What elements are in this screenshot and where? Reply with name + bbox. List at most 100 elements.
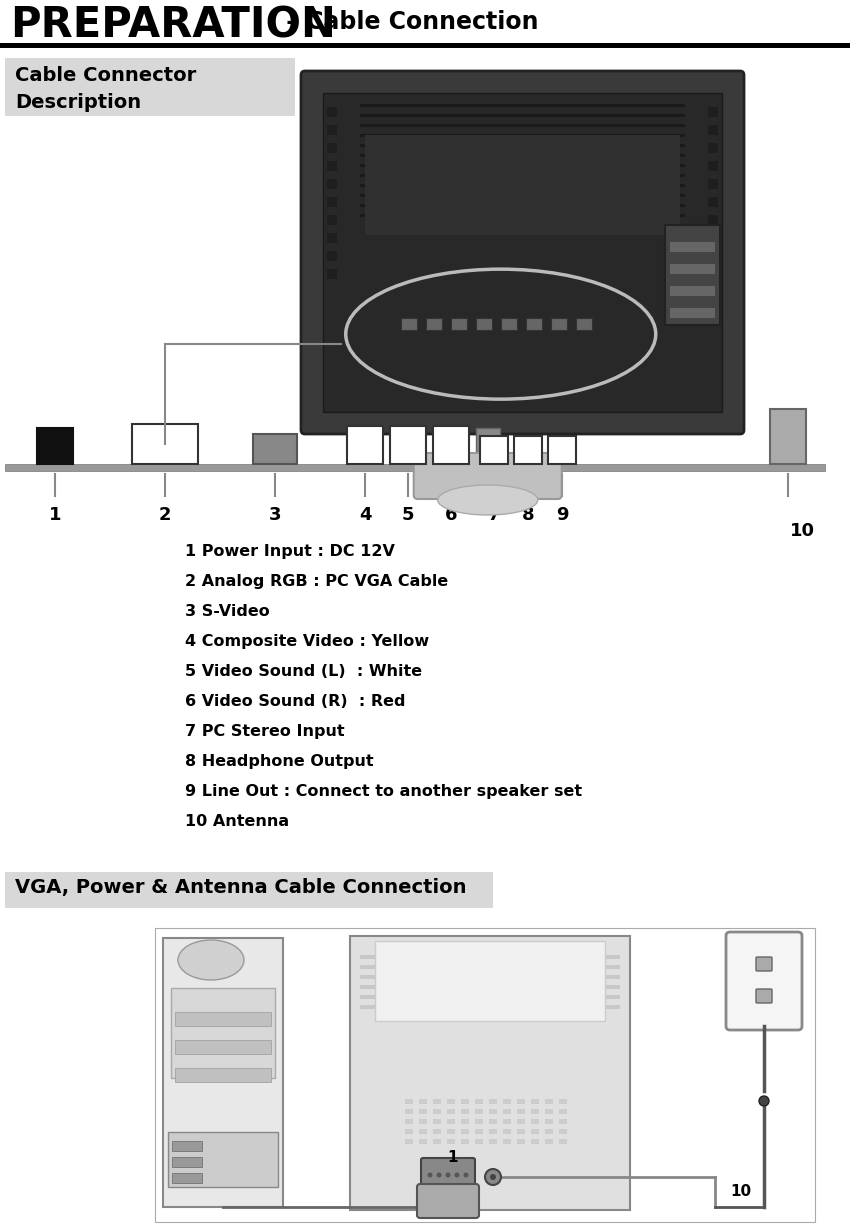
Bar xyxy=(503,1098,511,1105)
Bar xyxy=(551,319,567,330)
Bar xyxy=(360,954,620,959)
Circle shape xyxy=(759,1096,769,1106)
Bar xyxy=(548,435,576,464)
Bar xyxy=(531,1109,539,1114)
Bar xyxy=(503,1119,511,1124)
Bar xyxy=(360,1005,620,1009)
Bar xyxy=(708,215,718,225)
Bar xyxy=(433,1129,441,1134)
Text: 8 Headphone Output: 8 Headphone Output xyxy=(185,754,374,769)
Text: 1: 1 xyxy=(448,1150,458,1165)
Bar xyxy=(419,1109,427,1114)
Bar xyxy=(531,1129,539,1134)
Text: – Cable Connection: – Cable Connection xyxy=(278,10,539,34)
Bar xyxy=(770,410,806,464)
Bar xyxy=(175,1041,271,1054)
Bar xyxy=(323,93,722,412)
Bar xyxy=(476,428,500,458)
Bar xyxy=(327,269,337,279)
Bar xyxy=(475,1129,483,1134)
Text: 5 Video Sound (L)  : White: 5 Video Sound (L) : White xyxy=(185,664,422,679)
Bar xyxy=(545,1129,553,1134)
Bar xyxy=(168,1132,278,1187)
Text: 7: 7 xyxy=(488,506,501,524)
FancyBboxPatch shape xyxy=(414,453,562,499)
Text: 3: 3 xyxy=(269,506,281,524)
Text: VGA, Power & Antenna Cable Connection: VGA, Power & Antenna Cable Connection xyxy=(15,878,467,897)
Ellipse shape xyxy=(178,940,244,980)
Bar xyxy=(517,1139,525,1144)
Text: 9: 9 xyxy=(556,506,569,524)
Bar xyxy=(447,1098,455,1105)
Bar xyxy=(517,1119,525,1124)
Bar xyxy=(489,1129,497,1134)
Bar xyxy=(708,107,718,117)
Bar xyxy=(447,1129,455,1134)
Bar xyxy=(172,1141,202,1151)
Bar xyxy=(155,927,815,1221)
Bar xyxy=(670,242,715,252)
Bar xyxy=(501,319,517,330)
Bar xyxy=(360,214,685,216)
Text: 9 Line Out : Connect to another speaker set: 9 Line Out : Connect to another speaker … xyxy=(185,784,582,800)
Text: 10 Antenna: 10 Antenna xyxy=(185,814,289,829)
Bar xyxy=(559,1098,567,1105)
Bar xyxy=(327,107,337,117)
Bar xyxy=(360,154,685,157)
Text: 6 Video Sound (R)  : Red: 6 Video Sound (R) : Red xyxy=(185,694,405,708)
Bar xyxy=(475,1098,483,1105)
Text: 8: 8 xyxy=(522,506,535,524)
Bar xyxy=(327,215,337,225)
Bar xyxy=(489,1109,497,1114)
Bar xyxy=(419,1119,427,1124)
Bar xyxy=(405,1139,413,1144)
Bar xyxy=(175,1012,271,1026)
Bar xyxy=(171,988,275,1077)
Bar xyxy=(132,424,198,464)
Bar xyxy=(489,1139,497,1144)
Bar xyxy=(450,319,467,330)
Text: 10: 10 xyxy=(790,522,814,540)
Text: 4: 4 xyxy=(359,506,371,524)
Bar xyxy=(461,1109,469,1114)
Bar xyxy=(461,1139,469,1144)
Bar xyxy=(708,143,718,153)
Text: 6: 6 xyxy=(445,506,457,524)
Bar xyxy=(400,319,416,330)
Bar xyxy=(172,1173,202,1183)
FancyBboxPatch shape xyxy=(756,957,772,970)
Bar xyxy=(708,125,718,135)
Bar xyxy=(708,269,718,279)
Bar xyxy=(360,124,685,127)
Bar xyxy=(360,105,685,107)
Text: 2 Analog RGB : PC VGA Cable: 2 Analog RGB : PC VGA Cable xyxy=(185,574,448,589)
Bar xyxy=(575,319,592,330)
Text: 4 Composite Video : Yellow: 4 Composite Video : Yellow xyxy=(185,633,429,649)
Bar xyxy=(708,161,718,171)
Bar xyxy=(426,319,442,330)
Bar xyxy=(559,1119,567,1124)
Bar xyxy=(559,1109,567,1114)
Bar xyxy=(433,1109,441,1114)
Bar xyxy=(360,184,685,187)
Bar xyxy=(447,1139,455,1144)
Circle shape xyxy=(485,1168,501,1184)
Bar xyxy=(489,1098,497,1105)
Bar xyxy=(476,319,492,330)
Bar xyxy=(365,135,680,235)
Bar xyxy=(360,995,620,999)
Bar xyxy=(531,1098,539,1105)
Bar xyxy=(327,251,337,261)
Bar xyxy=(475,1119,483,1124)
Bar xyxy=(531,1119,539,1124)
Text: PREPARATION: PREPARATION xyxy=(10,5,336,47)
Ellipse shape xyxy=(438,485,538,515)
Bar xyxy=(489,1119,497,1124)
Bar xyxy=(433,1139,441,1144)
Bar xyxy=(433,1119,441,1124)
Bar xyxy=(559,1139,567,1144)
FancyBboxPatch shape xyxy=(301,71,744,434)
Bar xyxy=(670,264,715,274)
Bar xyxy=(253,434,297,464)
FancyBboxPatch shape xyxy=(726,932,802,1030)
